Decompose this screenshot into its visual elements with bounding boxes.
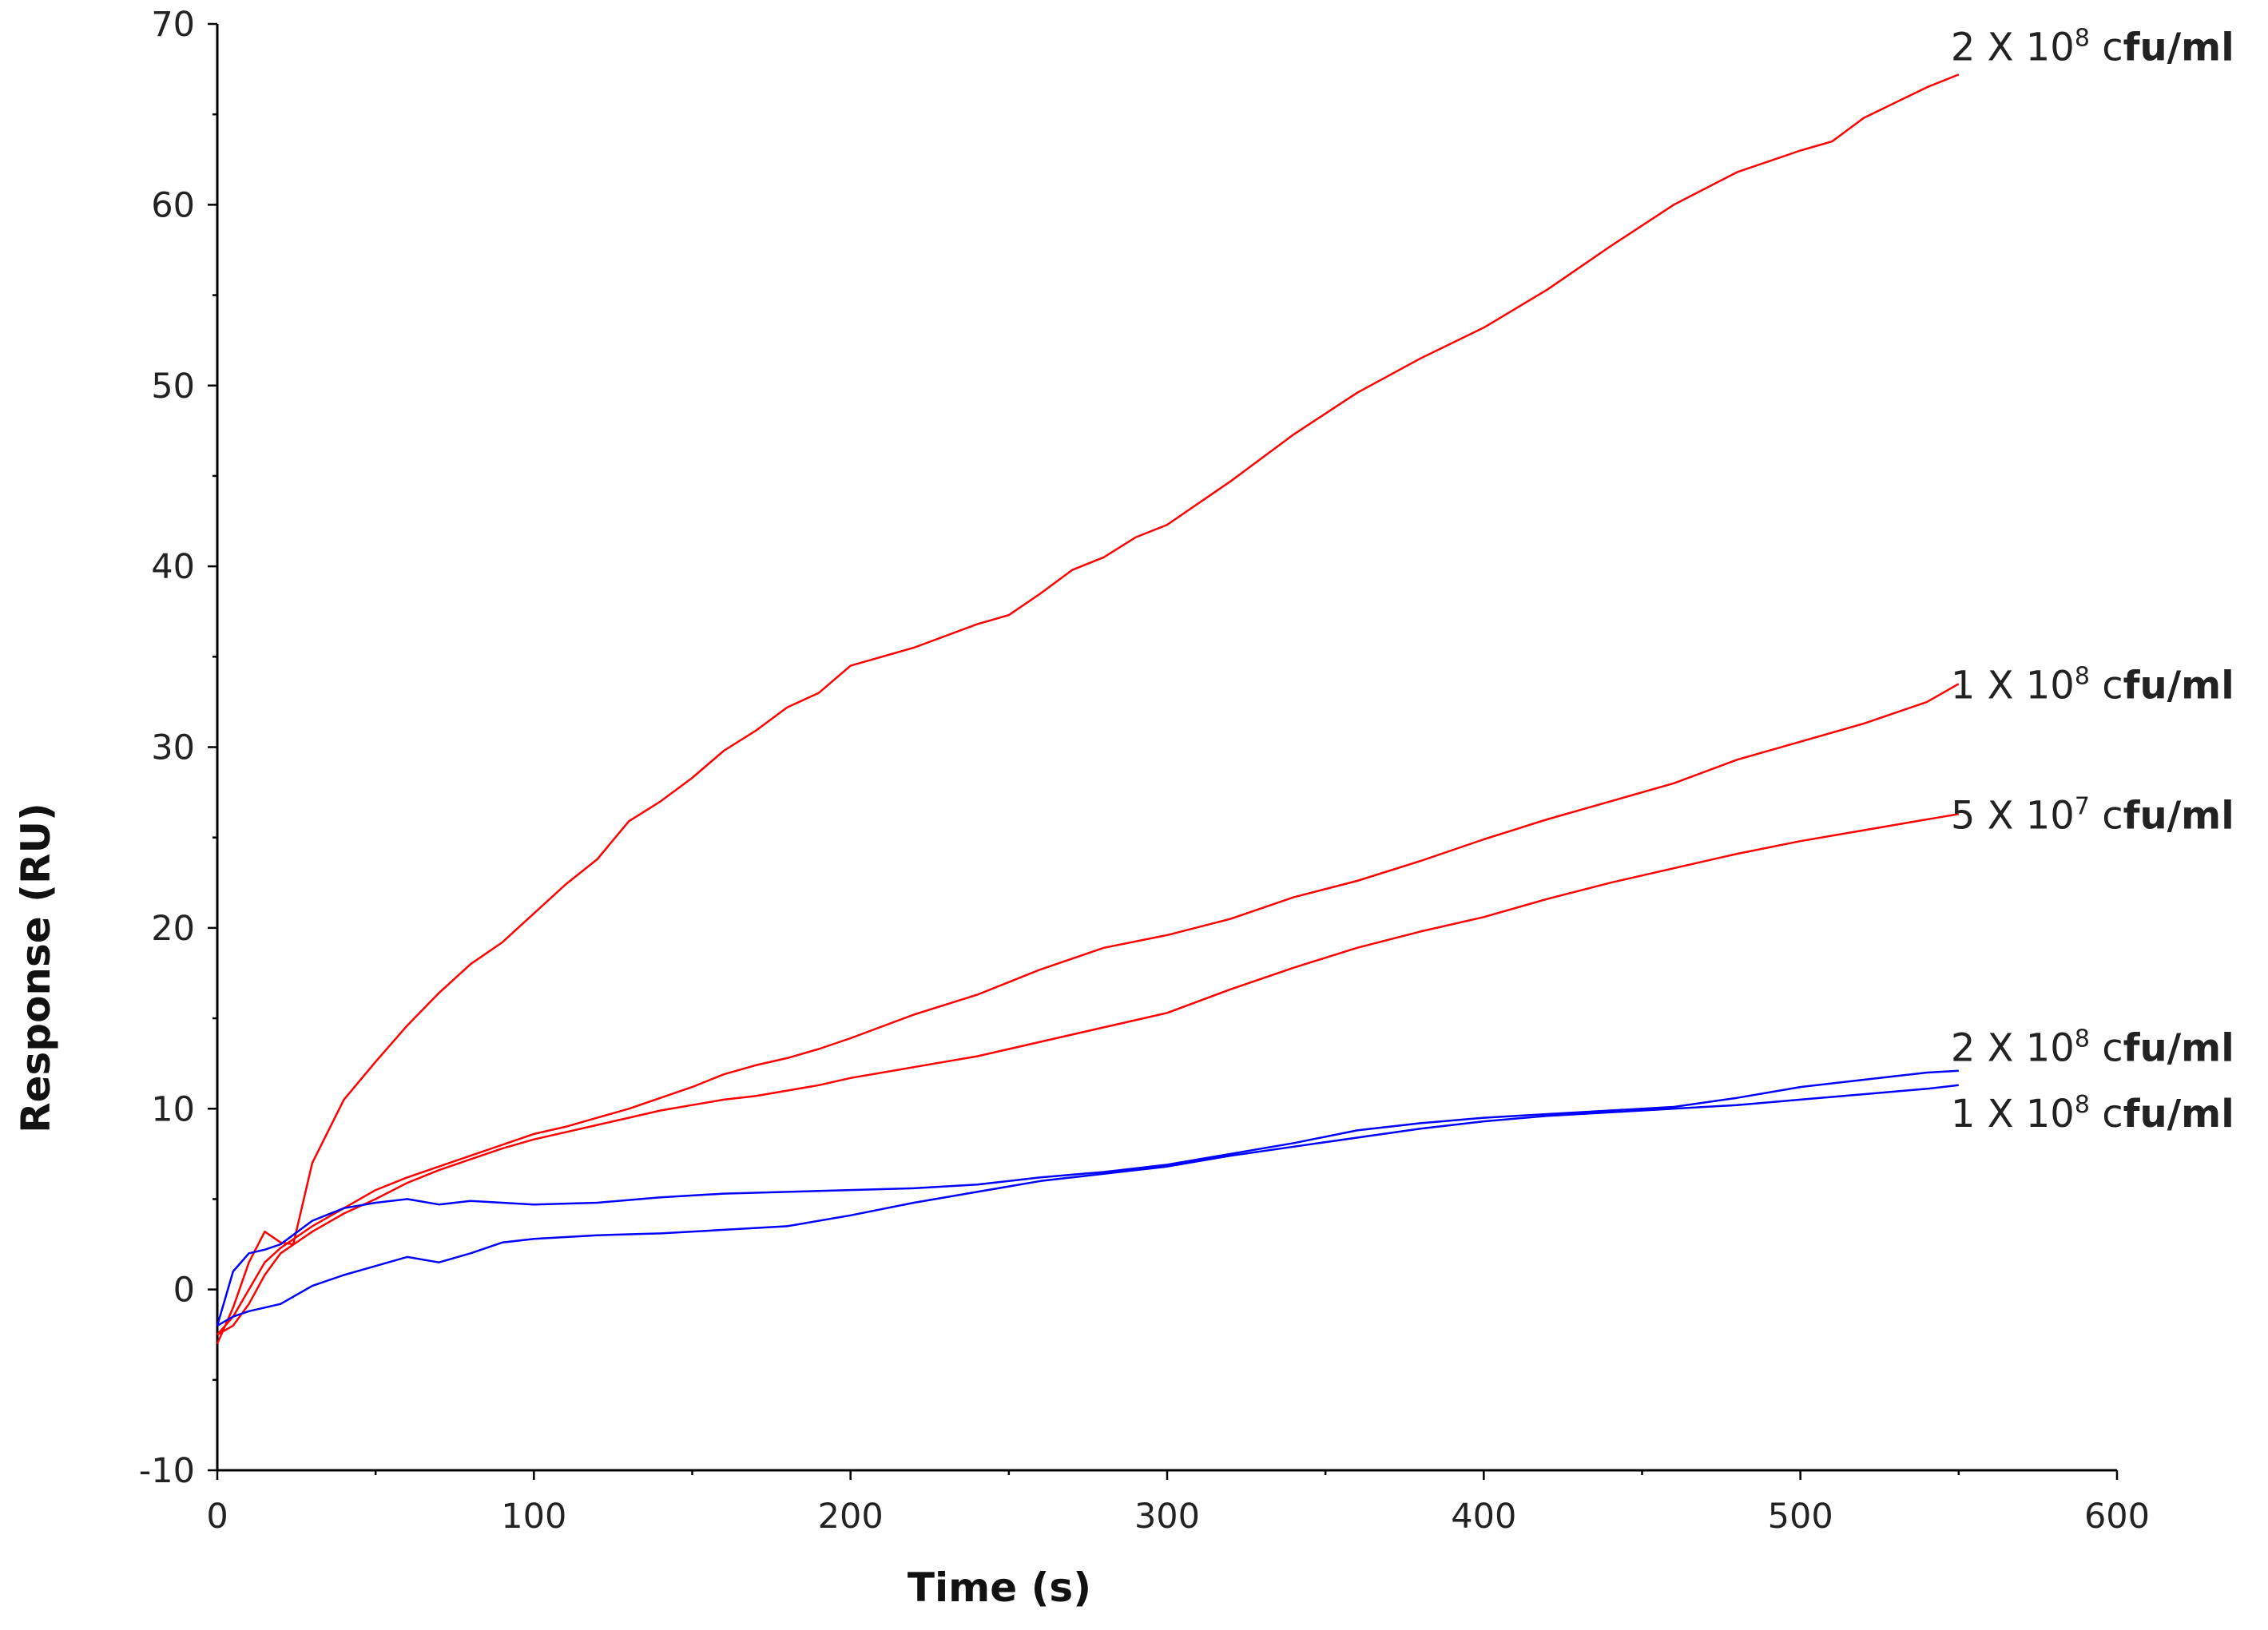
y-tick-label: -10 [139, 1451, 195, 1491]
series-label-3: 5 X 107 cfu/ml [1951, 792, 2234, 838]
series-label-base: 2 X 10 [1951, 25, 2075, 69]
series-label-base: 2 X 10 [1951, 1026, 2075, 1071]
series-label-2: 1 X 108 cfu/ml [1951, 662, 2234, 708]
series-label-unit: fu/ml [2123, 1026, 2234, 1071]
series-label-1: 2 X 108 cfu/ml [1951, 24, 2234, 69]
x-axis-title: Time (s) [908, 1565, 1091, 1611]
series-label-5: 1 X 108 cfu/ml [1951, 1091, 2234, 1136]
series-line-2 [216, 683, 1960, 1336]
series-label-c: c [2090, 1092, 2123, 1136]
x-tick-label: 600 [2084, 1497, 2150, 1537]
series-label-unit: fu/ml [2123, 1092, 2234, 1136]
series-label-exponent: 7 [2075, 792, 2090, 820]
series-label-4: 2 X 108 cfu/ml [1951, 1025, 2234, 1071]
y-tick-label: 60 [151, 185, 195, 225]
series-label-exponent: 8 [2075, 1025, 2090, 1053]
y-tick-label: 30 [151, 728, 195, 768]
series-line-4 [216, 1069, 1959, 1327]
series-lines [216, 73, 1960, 1345]
series-label-unit: fu/ml [2123, 793, 2234, 838]
series-label-exponent: 8 [2075, 1091, 2090, 1119]
series-label-c: c [2090, 25, 2123, 69]
series-label-c: c [2090, 663, 2123, 708]
series-label-unit: fu/ml [2123, 663, 2234, 708]
series-line-1 [216, 73, 1960, 1345]
series-label-c: c [2090, 793, 2123, 838]
y-axis-ticks: -10 0 10 20 30 40 50 60 70 [139, 5, 217, 1491]
x-tick-label: 500 [1768, 1497, 1833, 1537]
y-tick-label: 0 [173, 1271, 195, 1311]
series-label-exponent: 8 [2075, 662, 2090, 690]
series-label-base: 5 X 10 [1951, 793, 2075, 838]
series-label-c: c [2090, 1026, 2123, 1071]
x-tick-label: 400 [1451, 1497, 1516, 1537]
x-tick-label: 200 [818, 1497, 884, 1537]
y-tick-label: 70 [151, 5, 195, 45]
y-tick-label: 40 [151, 547, 195, 587]
x-axis-ticks: 0 100 200 300 400 500 600 [206, 1470, 2150, 1537]
series-label-base: 1 X 10 [1951, 1092, 2075, 1136]
x-tick-label: 100 [501, 1497, 566, 1537]
y-tick-label: 10 [151, 1089, 195, 1129]
series-label-exponent: 8 [2075, 24, 2090, 52]
y-tick-label: 20 [151, 909, 195, 949]
series-label-base: 1 X 10 [1951, 663, 2075, 708]
series-line-5 [216, 1084, 1959, 1327]
y-tick-label: 50 [151, 367, 195, 407]
series-labels: 2 X 108 cfu/ml1 X 108 cfu/ml5 X 107 cfu/… [1951, 24, 2234, 1136]
series-line-3 [216, 813, 1960, 1336]
y-axis-title: Response (RU) [13, 803, 59, 1133]
series-label-unit: fu/ml [2123, 25, 2234, 69]
chart-axes [216, 24, 2117, 1472]
x-tick-label: 300 [1134, 1497, 1200, 1537]
x-tick-label: 0 [206, 1497, 228, 1537]
